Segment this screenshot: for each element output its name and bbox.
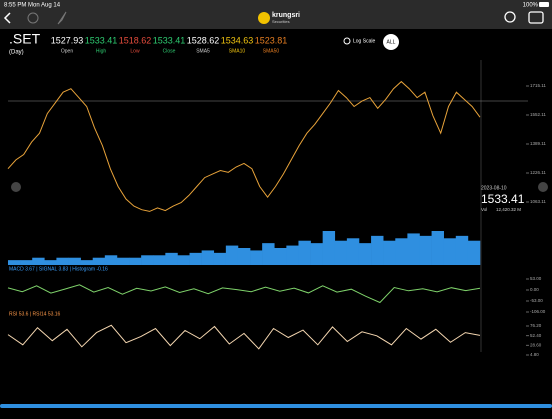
volume-bar <box>383 240 396 265</box>
macd-line <box>7 284 481 304</box>
vol-label: Vol <box>481 207 487 212</box>
scroll-left[interactable] <box>11 182 21 192</box>
volume-bar <box>334 240 348 265</box>
brand-name: krungsri <box>272 12 300 19</box>
top-bar <box>0 0 552 29</box>
axis-label: 1226.11 <box>530 170 546 175</box>
volume-bar <box>20 260 33 265</box>
volume-bar <box>346 238 360 265</box>
volume-bar <box>467 240 481 265</box>
volume-bar <box>431 231 444 265</box>
volume-bar <box>68 257 81 265</box>
status-time: 8:55 PM <box>4 3 26 9</box>
volume-bar <box>358 243 372 265</box>
settings-button[interactable] <box>27 12 39 24</box>
volume-bar <box>395 238 408 265</box>
volume-bar <box>201 250 215 265</box>
axis-label: 76.20 <box>530 323 542 328</box>
field-label: High <box>96 48 107 54</box>
price-line <box>7 80 481 212</box>
symbol: .SET <box>9 31 41 47</box>
volume-bar <box>177 255 190 265</box>
status-date: Mon Aug 14 <box>28 3 61 9</box>
volume-bar <box>250 250 263 265</box>
back-button[interactable] <box>3 12 11 24</box>
field-value: 1534.63 <box>221 35 254 45</box>
last-date: 2023-08-10 <box>481 185 507 191</box>
axis-label: 0.00 <box>530 287 539 292</box>
axis-label: 28.60 <box>530 343 542 348</box>
log-toggle[interactable] <box>343 37 351 45</box>
volume-bar <box>262 243 275 265</box>
field-label: Low <box>130 48 140 54</box>
period: (Day) <box>9 50 24 56</box>
axis-label: 52.40 <box>530 333 542 338</box>
volume-bar <box>104 255 118 265</box>
field-value: 1518.62 <box>119 35 152 45</box>
field-label: SMA10 <box>229 48 246 54</box>
volume-bar <box>8 260 21 265</box>
axis-label: 1063.11 <box>530 199 546 204</box>
volume-bar <box>165 252 178 265</box>
field-label: SMA50 <box>263 48 280 54</box>
axis-label: 53.00 <box>530 276 542 281</box>
volume-bar <box>225 245 239 265</box>
volume-bar <box>189 252 202 265</box>
volume-bar <box>286 245 299 265</box>
volume-bar <box>371 235 384 265</box>
field-label: Open <box>61 48 73 54</box>
volume-bar <box>213 252 227 265</box>
volume-bar <box>141 255 154 265</box>
volume-bar <box>298 240 311 265</box>
axis-label: -106.00 <box>530 309 546 314</box>
macd-label: MACD 3.67 | SIGNAL 3.83 | Histogram -0.1… <box>9 266 108 272</box>
range-button[interactable] <box>383 34 399 50</box>
volume-bar <box>310 243 323 265</box>
axis-label: -53.00 <box>530 298 543 303</box>
scroll-right[interactable] <box>538 182 548 192</box>
field-value: 1523.81 <box>255 35 288 45</box>
volume-bar <box>80 260 94 265</box>
volume-bar <box>153 255 166 265</box>
axis-label: 1389.11 <box>530 141 546 146</box>
status-battery: 100% <box>523 3 539 9</box>
volume-bar <box>419 235 432 265</box>
scrollbar[interactable] <box>0 404 552 408</box>
rsi-label: RSI 53.6 | RSI14 53.16 <box>9 311 61 317</box>
volume-bar <box>237 248 251 265</box>
battery-icon <box>539 2 549 7</box>
field-value: 1528.62 <box>187 35 220 45</box>
volume-bar <box>455 235 469 265</box>
log-scale-label: Log Scale <box>353 38 375 44</box>
field-label: SMA5 <box>196 48 210 54</box>
brand-logo <box>258 12 270 24</box>
field-value: 1533.41 <box>153 35 186 45</box>
volume-bar <box>44 260 57 265</box>
volume-bar <box>32 257 45 265</box>
search-button[interactable] <box>504 11 516 23</box>
volume-bar <box>116 257 130 265</box>
last-volume: 12,420.32 M <box>496 207 521 212</box>
volume-bar <box>443 238 457 265</box>
volume-bar <box>322 231 336 265</box>
field-value: 1527.93 <box>51 35 84 45</box>
draw-button[interactable] <box>57 11 67 25</box>
volume-bar <box>129 257 142 265</box>
volume-bar <box>92 257 106 265</box>
field-label: Close <box>163 48 176 54</box>
volume-bar <box>407 233 420 265</box>
volume-bar <box>56 257 69 265</box>
brand-subtitle: Securities <box>272 19 290 24</box>
last-price: 1533.41 <box>481 192 525 206</box>
portfolio-button[interactable] <box>528 11 544 24</box>
field-value: 1533.41 <box>85 35 118 45</box>
rsi-line <box>7 324 481 350</box>
axis-label: 4.80 <box>530 352 539 357</box>
range-label: ALL <box>387 39 396 45</box>
axis-label: 1552.11 <box>530 112 546 117</box>
axis-label: 1715.11 <box>530 83 546 88</box>
volume-bar <box>274 248 287 265</box>
